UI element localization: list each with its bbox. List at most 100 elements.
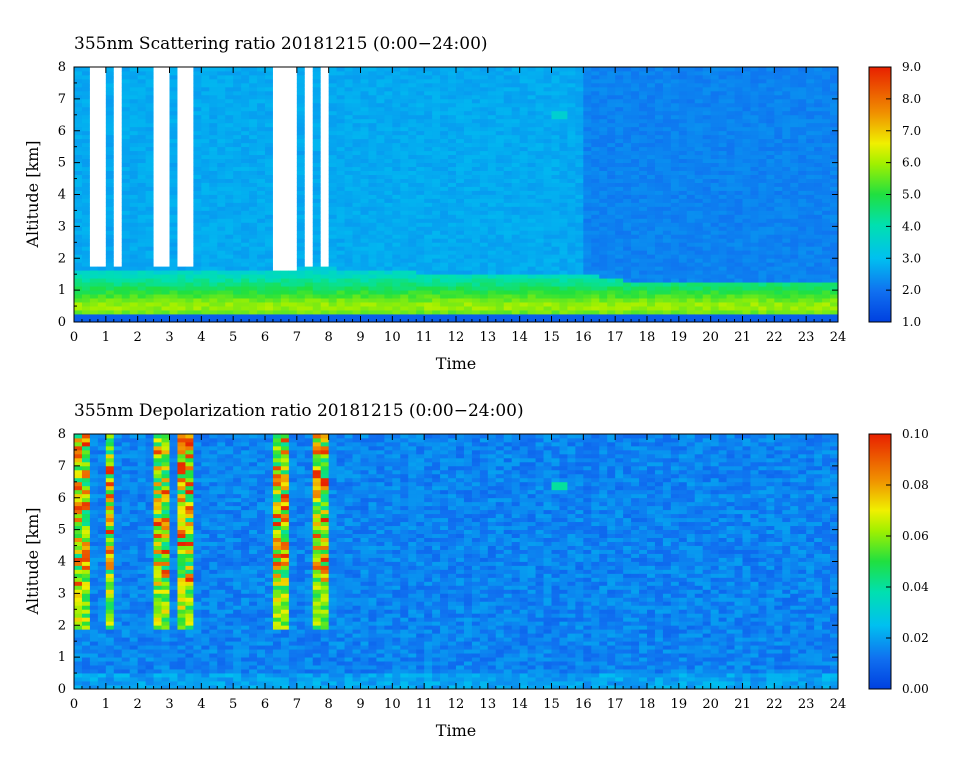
heatmap-cell: [368, 106, 377, 112]
heatmap-cell: [599, 162, 608, 168]
heatmap-cell: [312, 182, 322, 187]
heatmap-cell: [591, 90, 600, 96]
heatmap-cell: [217, 290, 226, 295]
heatmap-cell: [647, 106, 656, 112]
heatmap-cell: [384, 78, 393, 84]
heatmap-cell: [89, 67, 99, 72]
heatmap-cell: [384, 146, 393, 152]
heatmap-cell: [169, 134, 178, 140]
heatmap-cell: [639, 250, 648, 255]
heatmap-cell: [400, 67, 409, 72]
heatmap-cell: [583, 122, 592, 128]
heatmap-cell: [432, 306, 441, 311]
heatmap-cell: [225, 86, 234, 92]
heatmap-cell: [567, 198, 576, 203]
heatmap-cell: [257, 242, 266, 247]
heatmap-cell: [249, 214, 258, 219]
heatmap-cell: [360, 114, 369, 120]
heatmap-cell: [312, 282, 322, 287]
heatmap-cell: [456, 254, 465, 259]
heatmap-cell: [360, 250, 369, 255]
heatmap-cell: [519, 98, 529, 104]
heatmap-cell: [161, 78, 170, 84]
heatmap-cell: [312, 314, 322, 319]
heatmap-cell: [416, 186, 425, 191]
heatmap-cell: [527, 298, 536, 303]
heatmap-cell: [607, 230, 616, 235]
heatmap-cell: [471, 74, 481, 80]
heatmap-cell: [440, 278, 449, 283]
heatmap-cell: [647, 78, 656, 84]
heatmap-cell: [686, 262, 696, 267]
heatmap-cell: [376, 314, 385, 319]
heatmap-cell: [201, 67, 210, 72]
heatmap-cell: [201, 174, 210, 179]
heatmap-cell: [662, 238, 672, 243]
heatmap-cell: [599, 78, 608, 84]
heatmap-cell: [376, 134, 385, 140]
heatmap-cell: [694, 314, 704, 319]
heatmap-cell: [623, 238, 632, 243]
heatmap-cell: [209, 186, 218, 191]
heatmap-cell: [583, 67, 592, 72]
heatmap-cell: [463, 158, 473, 164]
heatmap-cell: [440, 130, 449, 136]
heatmap-cell: [575, 86, 584, 92]
heatmap-cell: [328, 174, 338, 179]
heatmap-cell: [583, 158, 592, 164]
heatmap-cell: [352, 102, 361, 108]
heatmap-cell: [416, 194, 425, 199]
heatmap-cell: [328, 98, 338, 104]
heatmap-cell: [233, 122, 242, 128]
heatmap-cell: [360, 182, 369, 187]
heatmap-cell: [392, 238, 401, 243]
heatmap-cell: [145, 74, 154, 80]
heatmap-cell: [272, 74, 282, 80]
heatmap-cell: [607, 130, 616, 136]
heatmap-cell: [487, 67, 497, 72]
heatmap-cell: [408, 246, 417, 251]
heatmap-cell: [193, 234, 202, 239]
heatmap-cell: [344, 102, 353, 108]
heatmap-cell: [376, 162, 385, 168]
heatmap-cell: [296, 198, 306, 203]
heatmap-cell: [559, 206, 568, 211]
heatmap-cell: [647, 230, 656, 235]
heatmap-cell: [448, 310, 457, 315]
heatmap-cell: [257, 294, 266, 299]
heatmap-cell: [233, 314, 242, 319]
heatmap-cell: [384, 70, 393, 76]
heatmap-cell: [416, 210, 425, 215]
heatmap-cell: [177, 278, 186, 283]
heatmap-cell: [416, 67, 425, 72]
heatmap-cell: [639, 70, 648, 76]
heatmap-cell: [241, 214, 250, 219]
heatmap-cell: [686, 270, 696, 275]
heatmap-cell: [193, 266, 202, 271]
heatmap-cell: [344, 74, 353, 80]
heatmap-cell: [424, 170, 433, 175]
heatmap-cell: [249, 106, 258, 112]
heatmap-cell: [384, 226, 393, 231]
scattering-ratio-heatmap: [74, 67, 839, 323]
heatmap-cell: [368, 274, 377, 279]
heatmap-cell: [312, 150, 322, 156]
heatmap-cell: [177, 110, 186, 116]
heatmap-cell: [503, 250, 513, 255]
heatmap-cell: [654, 82, 664, 88]
heatmap-cell: [328, 138, 338, 144]
heatmap-cell: [344, 218, 353, 223]
heatmap-cell: [607, 202, 616, 207]
heatmap-cell: [448, 118, 457, 124]
heatmap-cell: [217, 134, 226, 140]
heatmap-cell: [471, 70, 481, 76]
heatmap-cell: [559, 70, 568, 76]
heatmap-cell: [121, 206, 131, 211]
heatmap-cell: [185, 254, 194, 259]
heatmap-cell: [567, 114, 576, 120]
heatmap-cell: [185, 146, 194, 152]
heatmap-cell: [670, 74, 680, 80]
heatmap-cell: [639, 290, 648, 295]
heatmap-cell: [185, 86, 194, 92]
heatmap-cell: [257, 314, 266, 319]
